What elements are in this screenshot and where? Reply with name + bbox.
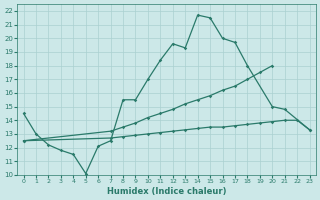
X-axis label: Humidex (Indice chaleur): Humidex (Indice chaleur) [107,187,226,196]
